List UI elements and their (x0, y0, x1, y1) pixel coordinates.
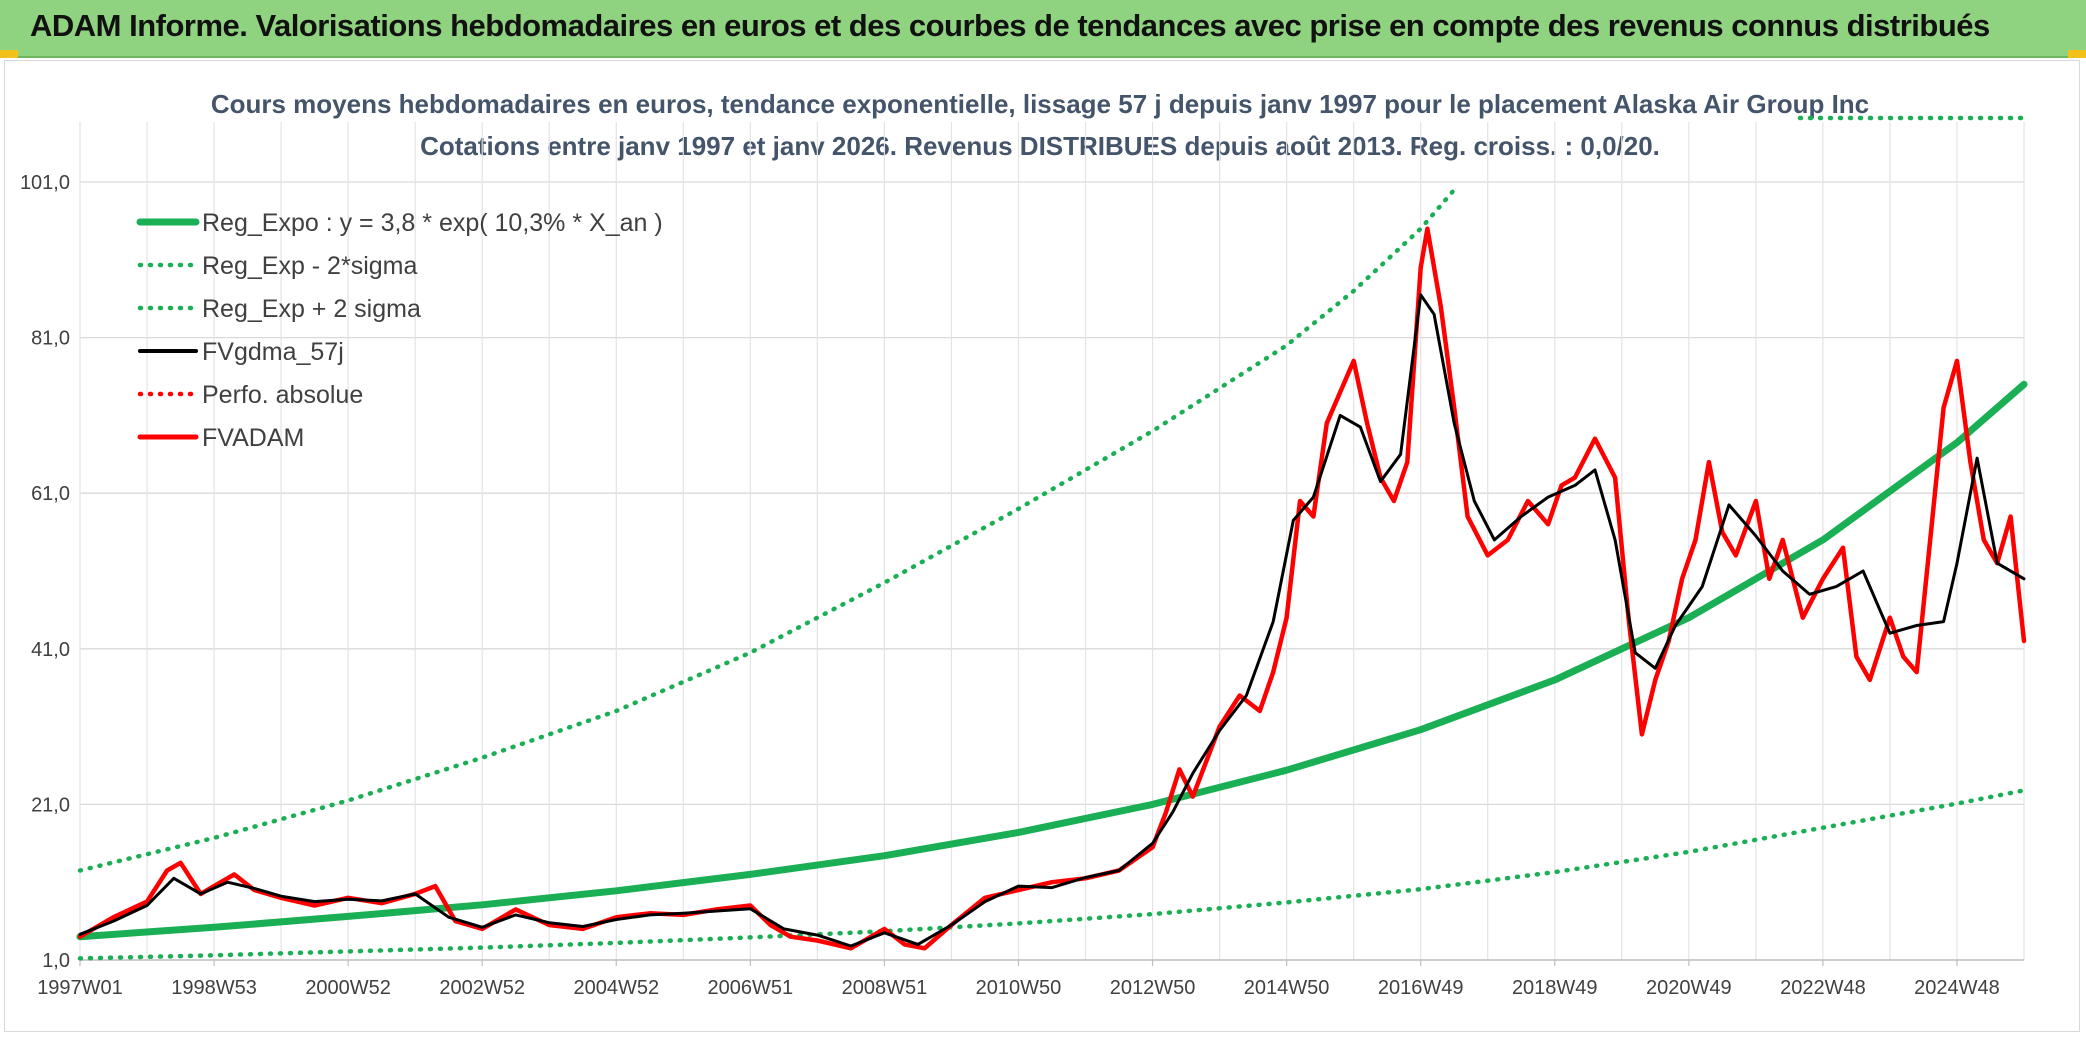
legend-label: Reg_Expo : y = 3,8 * exp( 10,3% * X_an ) (202, 209, 663, 237)
x-tick-label: 1998W53 (171, 977, 257, 999)
series-line (76, 380, 2028, 941)
x-tick-label: 2024W48 (1914, 977, 2000, 999)
x-tick-label: 2018W49 (1512, 977, 1598, 999)
chart-title-line1: Cours moyens hebdomadaires en euros, ten… (211, 89, 1869, 119)
x-tick-label: 2004W52 (573, 977, 659, 999)
report-banner: ADAM Informe. Valorisations hebdomadaire… (0, 0, 2086, 58)
gridlines (79, 122, 2025, 961)
x-tick-label: 2012W50 (1110, 977, 1196, 999)
y-tick-label: 41,0 (31, 639, 70, 661)
y-tick-label: 1,0 (42, 950, 70, 972)
chart-title-line2: Cotations entre janv 1997 et janv 2026. … (420, 131, 1660, 161)
y-tick-label: 61,0 (31, 483, 70, 505)
x-tick-label: 2014W50 (1244, 977, 1330, 999)
x-axis-ticks: 1997W01 1998W53 2000W52 2002W52 2004W52 2006W… (37, 960, 2000, 999)
x-tick-label: 2008W51 (842, 977, 928, 999)
series-line (77, 788, 2027, 961)
series-line (78, 293, 2026, 948)
chart-legend: Reg_Expo : y = 3,8 * exp( 10,3% * X_an )… (136, 209, 663, 452)
legend-label: FVgdma_57j (202, 338, 344, 366)
x-tick-label: 2010W50 (976, 977, 1062, 999)
x-tick-label: 2000W52 (305, 977, 391, 999)
y-axis-ticks: 1,0 21,0 41,0 61,0 81,0 101,0 (20, 172, 70, 972)
series-lines (76, 115, 2028, 961)
legend-label: Reg_Exp - 2*sigma (202, 252, 417, 280)
corner-marker (2068, 50, 2086, 58)
legend-label: Reg_Exp + 2 sigma (202, 295, 421, 323)
x-tick-label: 2002W52 (439, 977, 525, 999)
x-tick-label: 2020W49 (1646, 977, 1732, 999)
report-title: ADAM Informe. Valorisations hebdomadaire… (30, 8, 1990, 43)
x-tick-label: 2006W51 (708, 977, 794, 999)
x-tick-label: 2022W48 (1780, 977, 1866, 999)
x-tick-label: 2016W49 (1378, 977, 1464, 999)
y-tick-label: 101,0 (20, 172, 70, 194)
series-line (77, 187, 1457, 873)
y-tick-label: 81,0 (31, 328, 70, 350)
corner-marker (0, 50, 18, 58)
chart-frame (4, 60, 2080, 1032)
y-tick-label: 21,0 (31, 794, 70, 816)
x-tick-label: 1997W01 (37, 977, 123, 999)
legend-label: Perfo. absolue (202, 381, 363, 409)
legend-label: FVADAM (202, 424, 304, 452)
